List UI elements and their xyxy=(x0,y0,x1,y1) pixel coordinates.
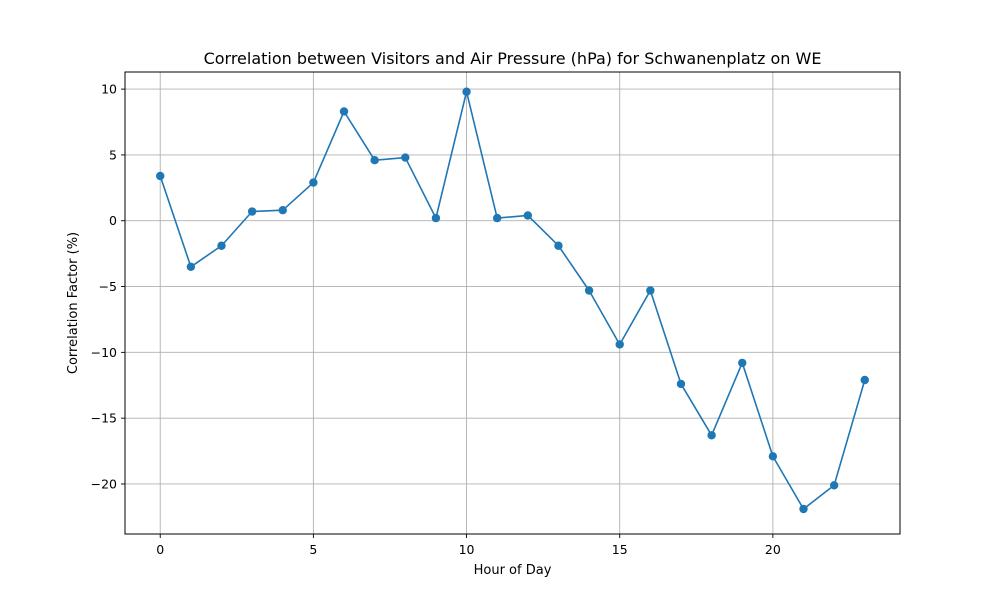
data-point xyxy=(523,211,533,220)
data-point xyxy=(554,241,563,250)
data-point xyxy=(247,207,257,216)
x-tick-label: 20 xyxy=(765,542,781,557)
series-line xyxy=(159,90,866,510)
data-point xyxy=(309,178,318,187)
x-tick-label: 5 xyxy=(309,542,317,557)
data-point xyxy=(156,171,165,181)
data-point xyxy=(799,504,808,514)
data-point xyxy=(462,87,471,96)
data-point xyxy=(492,213,502,223)
data-point xyxy=(370,155,379,165)
x-axis-label: Hour of Day xyxy=(474,563,552,578)
data-point xyxy=(615,340,624,349)
x-tick-label: 0 xyxy=(156,542,164,557)
series-layer xyxy=(156,87,869,514)
chart-title: Correlation between Visitors and Air Pre… xyxy=(204,49,822,68)
x-tick-label: 10 xyxy=(459,542,475,557)
y-tick-label: 0 xyxy=(109,213,117,228)
data-point xyxy=(829,481,839,490)
data-point xyxy=(860,375,869,385)
data-point xyxy=(676,379,686,389)
data-point xyxy=(339,107,349,116)
x-tick-label: 15 xyxy=(612,542,628,557)
data-point xyxy=(186,262,196,272)
data-point xyxy=(707,431,716,440)
y-axis-label: Correlation Factor (%) xyxy=(66,232,81,374)
y-tick-label: −15 xyxy=(91,411,117,426)
y-tick-label: −5 xyxy=(99,279,117,294)
data-point xyxy=(768,452,778,461)
data-point xyxy=(278,206,287,215)
data-point xyxy=(431,213,441,223)
data-point xyxy=(217,241,226,250)
plot-frame xyxy=(124,71,901,535)
data-point xyxy=(646,286,655,295)
y-tick-label: −20 xyxy=(91,476,117,491)
y-tick-label: 10 xyxy=(101,82,117,97)
data-point xyxy=(584,286,594,295)
data-point xyxy=(738,358,747,368)
data-point xyxy=(401,153,410,162)
grid-layer xyxy=(125,72,900,534)
y-tick-label: −10 xyxy=(91,345,117,360)
y-tick-label: 5 xyxy=(109,147,117,162)
ticks-layer: 0 5 10 15 20 −20 −15 −10 −5 0 5 10 xyxy=(91,82,781,557)
